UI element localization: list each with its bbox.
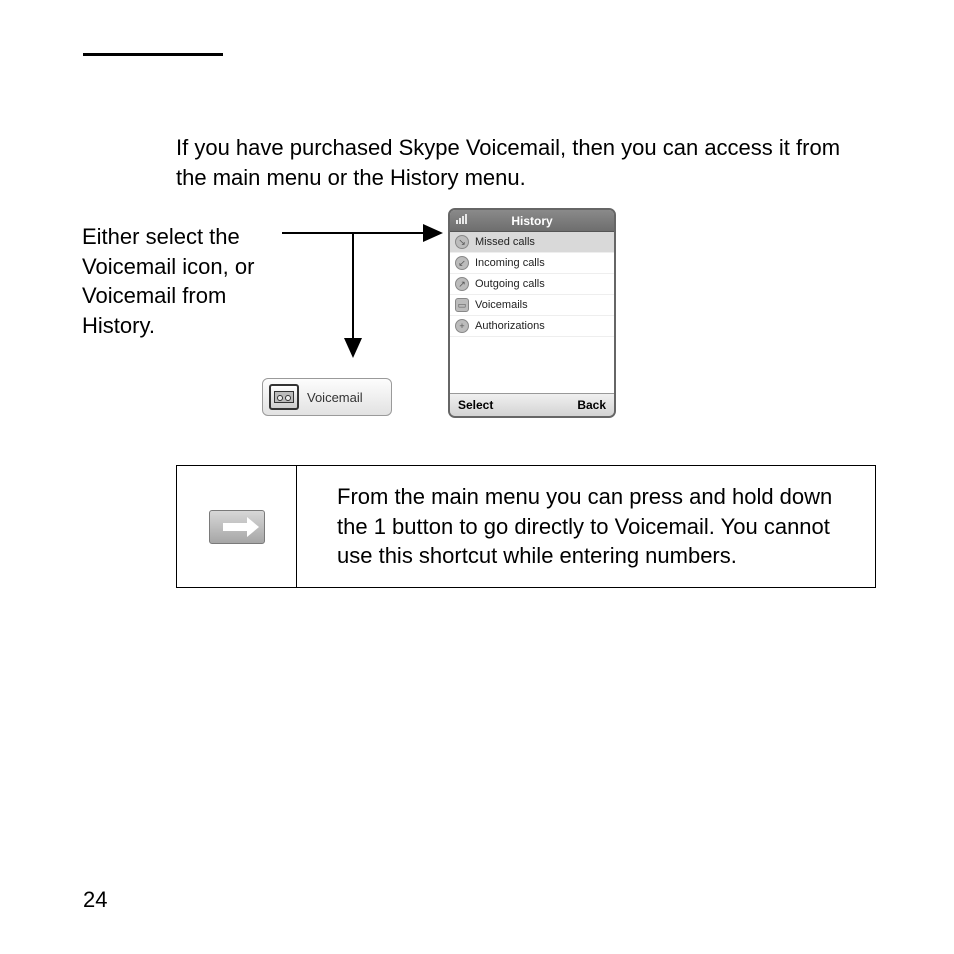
callout-paragraph: Either select the Voicemail icon, or Voi… [82, 222, 292, 341]
history-item-label: Incoming calls [475, 257, 545, 269]
phone-softkey-bar: Select Back [450, 393, 614, 416]
outgoing-calls-icon: ↗ [455, 277, 469, 291]
arrow-to-phone [282, 232, 427, 234]
history-list: ↘ Missed calls ↙ Incoming calls ↗ Outgoi… [450, 232, 614, 394]
tip-arrow-icon [209, 510, 265, 544]
arrow-to-lozenge [352, 232, 354, 342]
arrow-to-phone-head [423, 224, 443, 242]
history-item-incoming-calls[interactable]: ↙ Incoming calls [450, 253, 614, 274]
phone-titlebar: History [450, 210, 614, 232]
history-item-label: Voicemails [475, 299, 528, 311]
history-item-voicemails[interactable]: ▭ Voicemails [450, 295, 614, 316]
softkey-select[interactable]: Select [458, 398, 493, 412]
history-item-label: Authorizations [475, 320, 545, 332]
history-item-authorizations[interactable]: + Authorizations [450, 316, 614, 337]
tip-text: From the main menu you can press and hol… [297, 466, 875, 587]
incoming-calls-icon: ↙ [455, 256, 469, 270]
tip-box: From the main menu you can press and hol… [176, 465, 876, 588]
history-item-outgoing-calls[interactable]: ↗ Outgoing calls [450, 274, 614, 295]
history-item-missed-calls[interactable]: ↘ Missed calls [450, 232, 614, 253]
history-item-label: Missed calls [475, 236, 535, 248]
phone-title-text: History [511, 214, 552, 228]
missed-calls-icon: ↘ [455, 235, 469, 249]
intro-paragraph: If you have purchased Skype Voicemail, t… [176, 133, 876, 192]
voicemail-menu-label: Voicemail [307, 390, 363, 405]
softkey-back[interactable]: Back [577, 398, 606, 412]
header-rule [83, 53, 223, 56]
signal-icon [456, 214, 467, 224]
voicemail-cassette-icon [269, 384, 299, 410]
tip-icon-cell [177, 466, 297, 587]
voicemail-menu-item[interactable]: Voicemail [262, 378, 392, 416]
arrow-to-lozenge-head [344, 338, 362, 358]
voicemails-icon: ▭ [455, 298, 469, 312]
phone-screen: History ↘ Missed calls ↙ Incoming calls … [448, 208, 616, 418]
authorizations-icon: + [455, 319, 469, 333]
history-item-label: Outgoing calls [475, 278, 545, 290]
page-number: 24 [83, 887, 107, 913]
